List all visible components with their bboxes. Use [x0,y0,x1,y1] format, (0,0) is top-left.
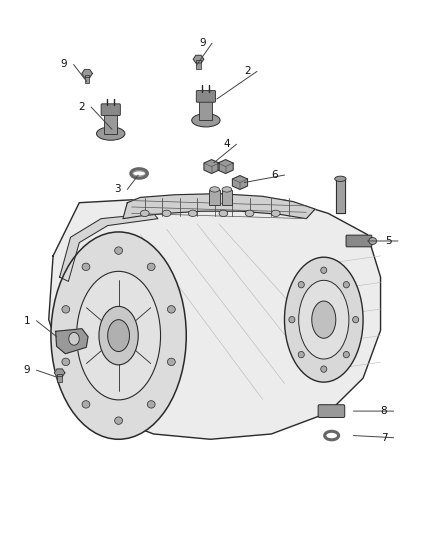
Polygon shape [49,195,381,439]
Ellipse shape [162,210,171,216]
Ellipse shape [62,358,70,366]
Text: 9: 9 [61,60,67,69]
FancyBboxPatch shape [104,114,117,134]
FancyBboxPatch shape [196,60,201,69]
Polygon shape [204,160,219,173]
FancyBboxPatch shape [199,100,212,120]
Text: 5: 5 [385,236,392,246]
Ellipse shape [245,210,254,216]
Text: 7: 7 [381,433,387,443]
Ellipse shape [188,210,197,216]
Polygon shape [336,179,345,213]
Text: 3: 3 [114,184,121,195]
Ellipse shape [321,267,327,273]
Ellipse shape [369,238,377,245]
Ellipse shape [321,366,327,372]
Ellipse shape [115,247,123,254]
Polygon shape [56,329,88,354]
Ellipse shape [272,210,280,216]
FancyBboxPatch shape [57,374,62,382]
Ellipse shape [289,317,295,323]
FancyBboxPatch shape [196,91,215,102]
Ellipse shape [62,305,70,313]
Ellipse shape [298,281,304,288]
Ellipse shape [115,417,123,424]
Ellipse shape [222,187,232,192]
Ellipse shape [298,351,304,358]
Polygon shape [123,193,315,219]
Ellipse shape [108,320,130,352]
Ellipse shape [51,232,186,439]
Ellipse shape [299,280,349,359]
Ellipse shape [343,351,350,358]
FancyBboxPatch shape [85,75,89,83]
Text: 2: 2 [78,102,85,112]
Ellipse shape [141,210,149,216]
Ellipse shape [335,176,346,181]
Ellipse shape [343,281,350,288]
Ellipse shape [96,127,125,140]
Ellipse shape [210,187,219,192]
Ellipse shape [82,401,90,408]
Ellipse shape [147,401,155,408]
Polygon shape [233,175,247,189]
Polygon shape [193,55,204,63]
Text: 9: 9 [199,38,206,48]
Ellipse shape [285,257,363,382]
Text: 4: 4 [223,139,230,149]
Text: 9: 9 [24,365,30,375]
FancyBboxPatch shape [318,405,345,417]
Ellipse shape [167,305,175,313]
Polygon shape [82,70,92,77]
Ellipse shape [353,317,359,323]
Ellipse shape [147,263,155,271]
Ellipse shape [312,301,336,338]
Polygon shape [60,213,158,281]
FancyBboxPatch shape [222,190,232,205]
Circle shape [69,333,79,345]
Text: 2: 2 [244,67,251,76]
Ellipse shape [82,263,90,271]
Ellipse shape [99,306,138,365]
FancyBboxPatch shape [209,190,220,205]
Ellipse shape [77,271,161,400]
FancyBboxPatch shape [101,104,120,116]
Ellipse shape [192,114,220,127]
Polygon shape [218,160,233,173]
Text: 8: 8 [381,406,387,416]
Text: 6: 6 [272,170,278,180]
Ellipse shape [167,358,175,366]
Ellipse shape [219,210,228,216]
FancyBboxPatch shape [346,235,372,247]
Text: 1: 1 [24,316,30,326]
Polygon shape [54,369,65,377]
